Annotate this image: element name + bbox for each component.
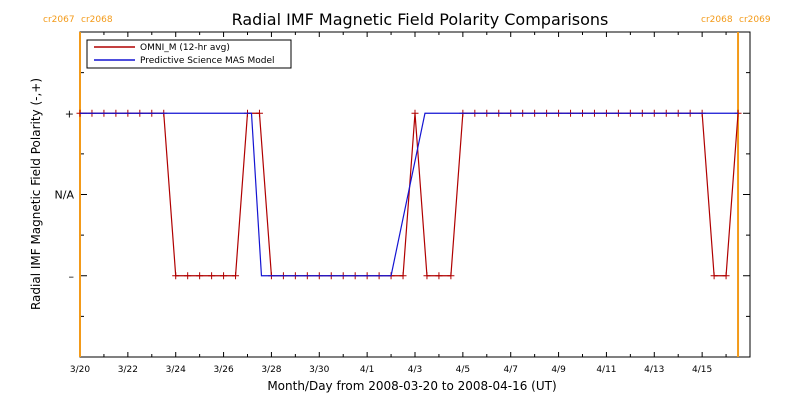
x-tick-label: 4/15 — [692, 365, 712, 375]
x-tick-label: 4/9 — [551, 365, 566, 375]
data-point-omni — [399, 272, 407, 280]
data-point-omni — [423, 272, 431, 280]
x-tick-label: 3/24 — [166, 365, 186, 375]
legend: OMNI_M (12-hr avg) Predictive Science MA… — [86, 39, 292, 69]
carrington-label: cr2068 — [701, 15, 733, 25]
x-tick-label: 3/20 — [70, 365, 90, 375]
legend-box — [86, 39, 292, 69]
data-point-omni — [196, 272, 204, 280]
x-tick-label: 4/13 — [644, 365, 664, 375]
data-point-omni — [184, 272, 192, 280]
data-point-omni — [411, 109, 419, 117]
x-tick-label: 4/3 — [408, 365, 422, 375]
data-point-omni — [435, 272, 443, 280]
y-axis-title: Radial IMF Magnetic Field Polarity (-,+) — [29, 78, 43, 310]
carrington-label: cr2068 — [81, 15, 113, 25]
legend-label-omni: OMNI_M (12-hr avg) — [140, 43, 230, 53]
x-tick-label: 3/28 — [261, 365, 281, 375]
x-tick-label: 3/30 — [309, 365, 329, 375]
x-tick-label: 4/1 — [360, 365, 374, 375]
legend-label-mas: Predictive Science MAS Model — [140, 56, 275, 66]
y-axis-ticks: + N/A – — [55, 31, 750, 358]
data-point-omni — [172, 272, 180, 280]
data-point-omni — [722, 272, 730, 280]
y-tick-label: + — [65, 107, 74, 120]
data-point-omni — [232, 272, 240, 280]
data-point-omni — [255, 109, 263, 117]
x-tick-label: 4/5 — [456, 365, 470, 375]
carrington-label: cr2069 — [739, 15, 771, 25]
carrington-label: cr2067 — [43, 15, 75, 25]
x-tick-label: 3/22 — [118, 365, 138, 375]
carrington-markers: cr2067 cr2068 cr2068 cr2069 — [43, 15, 771, 357]
x-tick-label: 3/26 — [213, 365, 233, 375]
y-tick-label: – — [69, 270, 75, 283]
series-group — [76, 109, 742, 280]
series-line-mas — [80, 112, 739, 277]
data-point-omni — [220, 272, 228, 280]
x-axis-title: Month/Day from 2008-03-20 to 2008-04-16 … — [267, 379, 556, 393]
x-tick-label: 4/7 — [503, 365, 517, 375]
x-tick-label: 4/11 — [596, 365, 616, 375]
y-tick-label: N/A — [55, 189, 75, 202]
x-axis-ticks: 3/20 3/22 3/24 3/26 3/28 3/30 4/1 4/3 4/5 4/7 4/9 4… — [70, 32, 751, 375]
data-point-omni — [447, 272, 455, 280]
data-point-omni — [710, 272, 718, 280]
data-point-omni — [208, 272, 216, 280]
chart-title: Radial IMF Magnetic Field Polarity Compa… — [232, 10, 609, 29]
